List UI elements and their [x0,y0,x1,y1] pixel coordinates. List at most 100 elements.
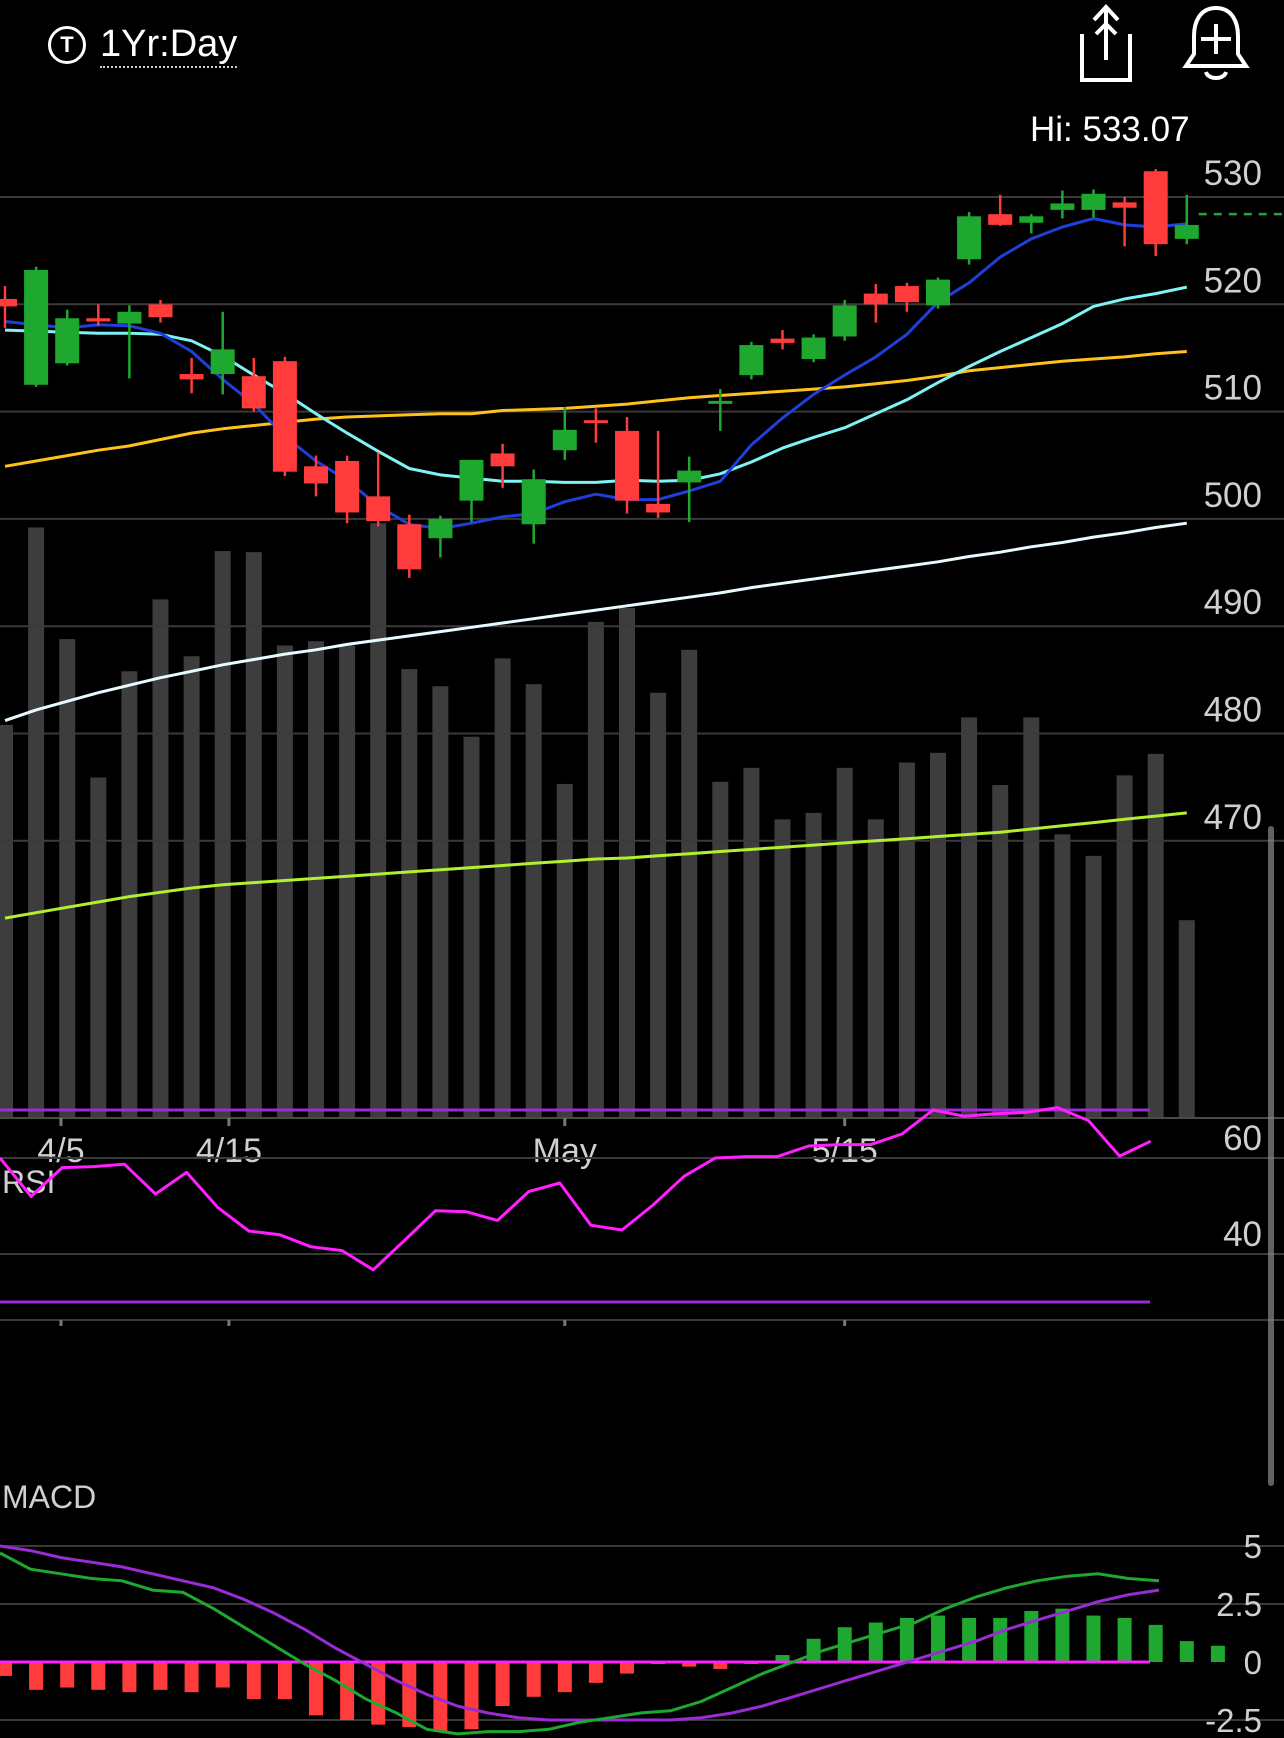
macd-histogram-bar [1117,1617,1132,1662]
candle-body [428,518,453,539]
candle-body [179,374,204,380]
date-axis-label: 4/15 [196,1132,262,1170]
share-icon [1080,4,1132,82]
candle-body [552,429,577,451]
candle-body [117,311,142,324]
macd-histogram-bar [868,1622,883,1662]
macd-histogram-bar [1086,1615,1101,1662]
price-axis-label: 490 [1204,583,1262,622]
macd-histogram-bar [91,1662,106,1690]
candle-body [148,304,173,318]
macd-histogram-bar [1179,1641,1194,1662]
price-axis-label: 470 [1204,798,1262,837]
candle-body [739,345,764,376]
volume-bar [1023,717,1040,1118]
candle-body [1081,193,1106,210]
volume-bar [898,762,915,1118]
time-range-selector[interactable]: T 1Yr:Day [48,20,238,70]
volume-bar [494,658,511,1118]
share-button[interactable] [1076,2,1136,84]
ma10-line [4,285,1188,484]
date-axis-label: 5/15 [812,1132,878,1170]
macd-histogram-bar [246,1662,261,1700]
macd-histogram-bar [60,1662,75,1688]
candle-body [366,496,391,522]
vertical-scrollbar[interactable] [1268,826,1274,1486]
volume-bar [930,752,946,1118]
macd-histogram-bar [371,1662,386,1725]
macd-histogram-bar [122,1662,137,1693]
volume-bar [681,649,698,1118]
candle-body [615,430,639,501]
price-high-label: Hi: 533.07 [1030,110,1190,149]
candle-body [459,459,484,501]
candle-body [272,361,297,472]
macd-axis-label: 0 [1244,1644,1262,1681]
ma5-line [4,217,1187,531]
candle-body [583,420,608,424]
macd-histogram-bar [713,1662,728,1669]
rsi-axis-label: 40 [1223,1215,1262,1254]
volume-bar [1085,855,1102,1118]
volume-bar [774,819,791,1118]
candle-body [1143,171,1168,245]
volume-bar [743,767,760,1118]
macd-histogram-bar [464,1662,479,1730]
macd-histogram-bar [620,1662,634,1674]
macd-histogram-bar [1210,1645,1225,1662]
price-axis-label: 480 [1204,691,1262,730]
volume-bar [1116,775,1133,1118]
price-axis-label: 510 [1204,369,1262,408]
candle-body [708,400,733,404]
volume-bar [805,812,822,1118]
volume-bar [90,777,107,1118]
volume-bar [587,621,604,1118]
volume-ma-line [4,811,1187,920]
macd-histogram-bar [277,1662,292,1700]
macd-histogram-bar [962,1617,977,1662]
volume-bar [961,717,978,1118]
add-alert-bell-icon [1182,5,1250,80]
volume-bar [1178,920,1195,1118]
candle-body [24,269,49,385]
macd-histogram-bar [557,1662,572,1693]
volume-bar [214,551,231,1118]
time-range-label: 1Yr:Day [100,22,238,68]
candle-body [490,453,515,467]
macd-histogram-bar [1024,1610,1039,1662]
volume-bar [836,767,853,1118]
price-axis-label: 520 [1204,261,1262,300]
volume-bar [401,669,418,1118]
volume-bar [556,783,573,1118]
macd-histogram-bar [340,1662,355,1720]
date-axis-label: 4/5 [37,1132,84,1170]
candle-body [86,318,111,322]
volume-bar [245,552,262,1118]
macd-line [0,1551,1160,1736]
macd-histogram-bar [775,1655,790,1662]
candle-body [988,214,1013,225]
volume-bar [619,607,635,1118]
candle-body [0,298,17,307]
add-alert-button[interactable] [1182,2,1250,84]
candle-body [210,349,235,375]
volume-bar [152,599,169,1118]
volume-bar [339,645,356,1118]
ma20-line [4,350,1187,468]
macd-histogram-bar [215,1662,230,1688]
volume-bar [432,686,449,1118]
candle-body [770,338,795,343]
macd-histogram-bar [495,1662,510,1707]
volume-bar [525,684,542,1118]
rsi-axis-label: 60 [1223,1119,1262,1158]
macd-histogram-bar [588,1662,603,1683]
macd-histogram-bar [309,1662,323,1716]
candle-body [521,479,546,525]
macd-histogram-bar [682,1662,697,1667]
volume-bar [121,671,138,1118]
candle-body [1174,224,1199,239]
candle-body [863,293,888,305]
candle-body [1019,216,1044,223]
candle-body [1112,202,1137,208]
